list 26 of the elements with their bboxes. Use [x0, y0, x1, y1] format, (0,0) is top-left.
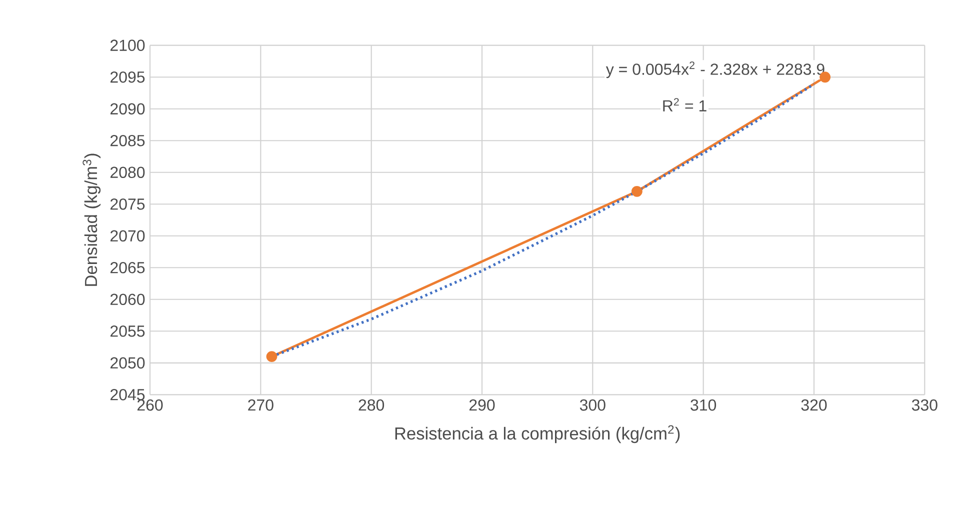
x-tick-label: 260: [137, 399, 163, 411]
x-axis-title: Resistencia a la compresión (kg/cm$^{2}$): [395, 425, 680, 444]
y-tick-label: 2085: [110, 134, 145, 146]
y-tick-label: 2090: [110, 103, 145, 115]
x-tick-label: 270: [248, 399, 274, 411]
y-tick-label: 2065: [110, 262, 145, 274]
y-tick-label: 2070: [110, 230, 145, 242]
annotation: R$^{2}$ = 1: [663, 98, 706, 112]
y-tick-label: 2045: [110, 389, 145, 400]
y-tick-label: 2060: [110, 294, 145, 306]
x-tick-label: 280: [358, 399, 384, 411]
point: [631, 186, 642, 197]
y-tick-label: 2075: [110, 198, 145, 210]
y-tick-label: 2055: [110, 325, 145, 337]
x-tick-label: 320: [801, 399, 827, 411]
annotation: y = 0.0054x$^{2}$ - 2.328x + 2283.9: [606, 62, 824, 78]
x-tick-label: 290: [469, 399, 495, 411]
x-tick-label: 330: [912, 399, 938, 411]
y-tick-label: 2080: [110, 166, 145, 178]
x-tick-label: 300: [580, 399, 606, 411]
x-tick-label: 310: [690, 399, 716, 411]
y-tick-label: 2050: [110, 357, 145, 369]
y-axis-title: Densidad (kg/m$^{3}$): [82, 154, 101, 286]
point: [266, 351, 278, 362]
y-tick-label: 2100: [110, 40, 145, 51]
y-tick-label: 2095: [110, 71, 145, 83]
